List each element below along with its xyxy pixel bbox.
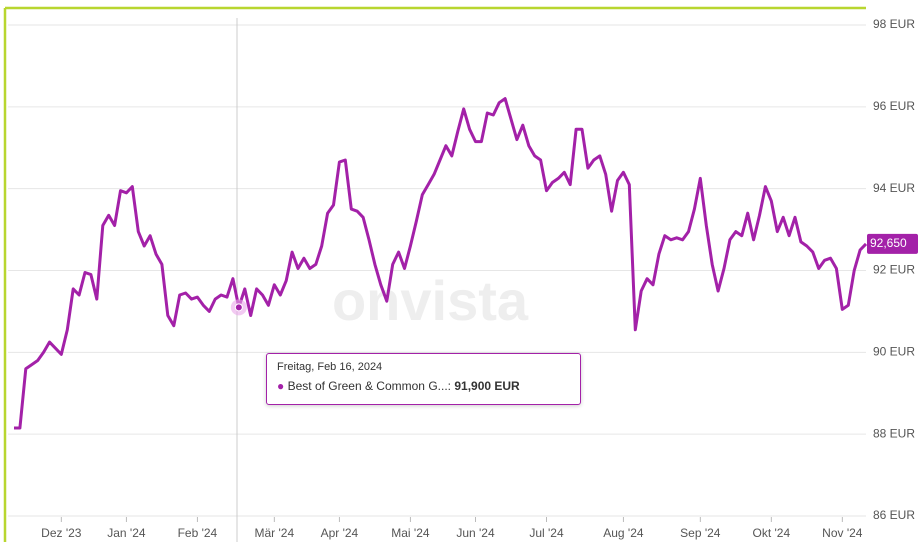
x-tick-label: Feb '24 bbox=[178, 526, 218, 540]
y-tick-label: 88 EUR bbox=[873, 426, 915, 440]
watermark: onvista bbox=[332, 269, 529, 332]
x-tick-label: Mai '24 bbox=[391, 526, 430, 540]
tooltip-value: 91,900 EUR bbox=[454, 379, 520, 393]
line bbox=[14, 97, 868, 430]
x-tick-label: Apr '24 bbox=[321, 526, 359, 540]
x-tick-label: Dez '23 bbox=[41, 526, 82, 540]
y-tick-label: 98 EUR bbox=[873, 17, 915, 31]
x-tick-label: Jul '24 bbox=[529, 526, 564, 540]
tooltip: Freitag, Feb 16, 2024 ● Best of Green & … bbox=[266, 353, 581, 405]
y-tick-label: 90 EUR bbox=[873, 345, 915, 359]
tooltip-label: Best of Green & Common G...: bbox=[287, 379, 451, 393]
tooltip-date: Freitag, Feb 16, 2024 bbox=[277, 361, 383, 373]
end-badge bbox=[867, 233, 918, 254]
x-tick-label: Jan '24 bbox=[107, 526, 146, 540]
x-tick-label: Sep '24 bbox=[680, 526, 721, 540]
hover-point bbox=[234, 303, 243, 312]
y-tick-label: 92 EUR bbox=[873, 263, 915, 277]
end-label: 92,650 bbox=[870, 236, 907, 250]
y-tick-label: 86 EUR bbox=[873, 508, 915, 522]
x-tick-label: Nov '24 bbox=[822, 526, 863, 540]
y-tick-label: 96 EUR bbox=[873, 99, 915, 113]
x-tick-label: Mär '24 bbox=[255, 526, 295, 540]
x-tick-label: Jun '24 bbox=[456, 526, 495, 540]
x-tick-label: Okt '24 bbox=[753, 526, 791, 540]
x-tick-label: Aug '24 bbox=[603, 526, 644, 540]
y-tick-label: 94 EUR bbox=[873, 181, 915, 195]
